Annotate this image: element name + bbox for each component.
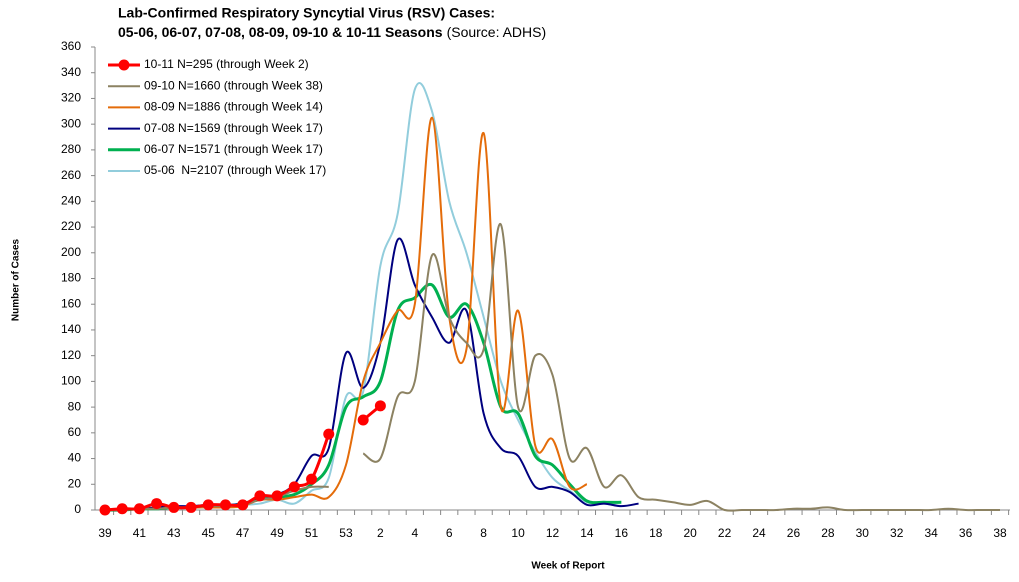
x-tick-label: 8 (480, 526, 487, 540)
series-line (104, 404, 382, 512)
x-tick-label: 28 (821, 526, 835, 540)
x-tick-label: 14 (580, 526, 594, 540)
y-tick-label: 360 (61, 39, 81, 53)
data-point (357, 414, 369, 426)
data-point (202, 499, 214, 511)
y-tick-label: 120 (61, 348, 81, 362)
x-tick-label: 24 (752, 526, 766, 540)
x-tick-label: 18 (649, 526, 663, 540)
x-tick-label: 49 (270, 526, 284, 540)
y-tick-label: 200 (61, 245, 81, 259)
chart-title: 05-06, 06-07, 07-08, 08-09, 09-10 & 10-1… (118, 24, 546, 40)
x-tick-label: 4 (411, 526, 418, 540)
chart-title: Lab-Confirmed Respiratory Syncytial Viru… (118, 5, 495, 21)
data-point (374, 400, 386, 412)
data-point (323, 428, 335, 440)
y-tick-label: 180 (61, 271, 81, 285)
data-point (168, 501, 180, 513)
data-point (271, 490, 283, 502)
y-tick-label: 260 (61, 168, 81, 182)
data-point (306, 473, 318, 485)
x-tick-label: 16 (615, 526, 629, 540)
data-point (151, 498, 163, 510)
x-tick-label: 38 (993, 526, 1007, 540)
y-tick-label: 340 (61, 65, 81, 79)
x-tick-label: 2 (377, 526, 384, 540)
x-tick-label: 43 (167, 526, 181, 540)
data-point (133, 503, 145, 515)
x-tick-label: 34 (924, 526, 938, 540)
chart-source: (Source: ADHS) (447, 24, 547, 40)
y-axis-title: Number of Cases (11, 238, 22, 321)
x-tick-label: 51 (305, 526, 319, 540)
legend-label: 05-06 N=2107 (through Week 17) (144, 163, 326, 177)
data-point (116, 503, 128, 515)
y-tick-label: 280 (61, 142, 81, 156)
x-tick-label: 39 (98, 526, 112, 540)
y-tick-label: 240 (61, 194, 81, 208)
x-tick-label: 30 (856, 526, 870, 540)
x-axis-title: Week of Report (531, 561, 605, 572)
x-tick-label: 10 (511, 526, 525, 540)
x-tick-label: 36 (959, 526, 973, 540)
x-tick-label: 32 (890, 526, 904, 540)
x-tick-label: 45 (202, 526, 216, 540)
data-point (254, 490, 266, 502)
y-tick-label: 320 (61, 91, 81, 105)
y-tick-label: 20 (68, 476, 82, 490)
data-point (219, 499, 231, 511)
y-tick-label: 100 (61, 374, 81, 388)
x-tick-label: 41 (133, 526, 147, 540)
x-tick-label: 53 (339, 526, 353, 540)
y-tick-label: 60 (68, 425, 82, 439)
legend-label: 08-09 N=1886 (through Week 14) (144, 100, 323, 114)
x-tick-label: 6 (446, 526, 453, 540)
chart-title: 05-06, 06-07, 07-08, 08-09, 09-10 & 10-1… (118, 24, 443, 40)
series-line (104, 223, 1000, 512)
x-tick-label: 47 (236, 526, 250, 540)
data-point (288, 481, 300, 493)
y-tick-label: 160 (61, 296, 81, 310)
legend-label: 10-11 N=295 (through Week 2) (144, 57, 309, 71)
legend-swatch (118, 59, 130, 71)
x-tick-label: 26 (787, 526, 801, 540)
data-point (99, 504, 111, 516)
y-tick-label: 300 (61, 116, 81, 130)
series-line (104, 282, 622, 512)
y-tick-label: 40 (68, 451, 82, 465)
legend-label: 09-10 N=1660 (through Week 38) (144, 78, 323, 92)
legend-label: 06-07 N=1571 (through Week 17) (144, 142, 323, 156)
x-tick-label: 20 (684, 526, 698, 540)
y-tick-label: 220 (61, 219, 81, 233)
x-tick-label: 22 (718, 526, 732, 540)
y-tick-label: 140 (61, 322, 81, 336)
data-point (237, 499, 249, 511)
y-tick-label: 80 (68, 399, 82, 413)
legend-label: 07-08 N=1569 (through Week 17) (144, 121, 323, 135)
data-point (185, 501, 197, 513)
y-tick-label: 0 (74, 502, 81, 516)
x-tick-label: 12 (546, 526, 560, 540)
